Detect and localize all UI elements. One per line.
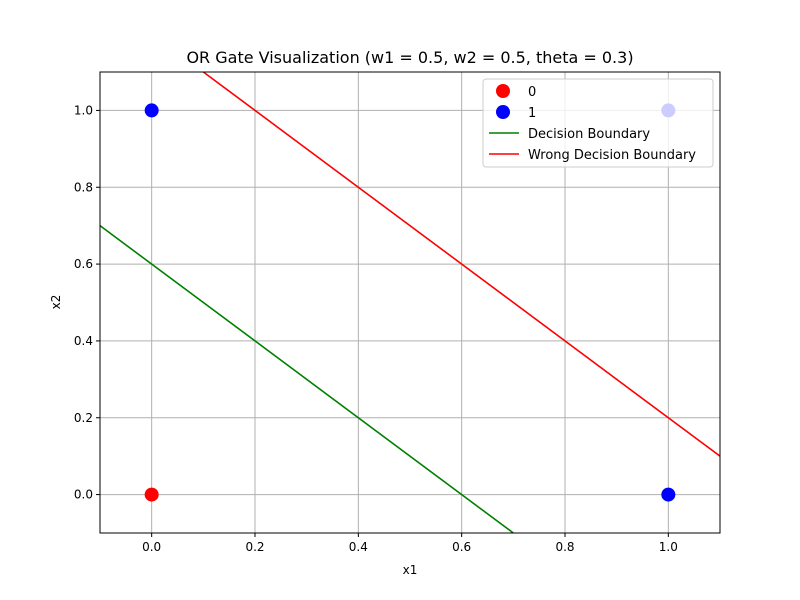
x-tick-label: 1.0: [659, 540, 678, 554]
legend-label: Decision Boundary: [528, 127, 650, 142]
x-tick-label: 0.6: [452, 540, 471, 554]
grid: [100, 72, 720, 533]
point-class-0: [144, 487, 159, 502]
legend-marker-1: [496, 105, 510, 119]
legend-label: Wrong Decision Boundary: [528, 148, 696, 163]
y-axis-label: x2: [49, 295, 63, 310]
x-axis: 0.0 0.2 0.4 0.6 0.8 1.0: [142, 533, 678, 554]
y-tick-label: 1.0: [74, 103, 93, 117]
series-layer: [100, 72, 720, 533]
x-tick-label: 0.8: [555, 540, 574, 554]
x-tick-label: 0.0: [142, 540, 161, 554]
y-axis: 0.0 0.2 0.4 0.6 0.8 1.0: [74, 103, 100, 502]
y-tick-label: 0.8: [74, 180, 93, 194]
y-tick-label: 0.2: [74, 411, 93, 425]
legend-box: [482, 78, 714, 168]
legend-label: 1: [528, 106, 536, 121]
point-class-1: [661, 487, 676, 502]
legend-label: 0: [528, 85, 536, 100]
chart-title: OR Gate Visualization (w1 = 0.5, w2 = 0.…: [186, 48, 633, 67]
legend: 0 1 Decision Boundary Wrong Decision Bounda…: [482, 78, 714, 168]
y-tick-label: 0.6: [74, 257, 93, 271]
legend-marker-0: [496, 84, 510, 98]
wrong-decision-boundary-line: [202, 72, 720, 457]
x-axis-label: x1: [403, 563, 418, 577]
x-tick-label: 0.2: [245, 540, 264, 554]
plot-frame: [99, 71, 721, 534]
x-tick-label: 0.4: [349, 540, 368, 554]
y-tick-label: 0.0: [74, 488, 93, 502]
decision-boundary-line: [100, 225, 514, 533]
y-tick-label: 0.4: [74, 334, 93, 348]
point-class-1: [144, 103, 159, 118]
